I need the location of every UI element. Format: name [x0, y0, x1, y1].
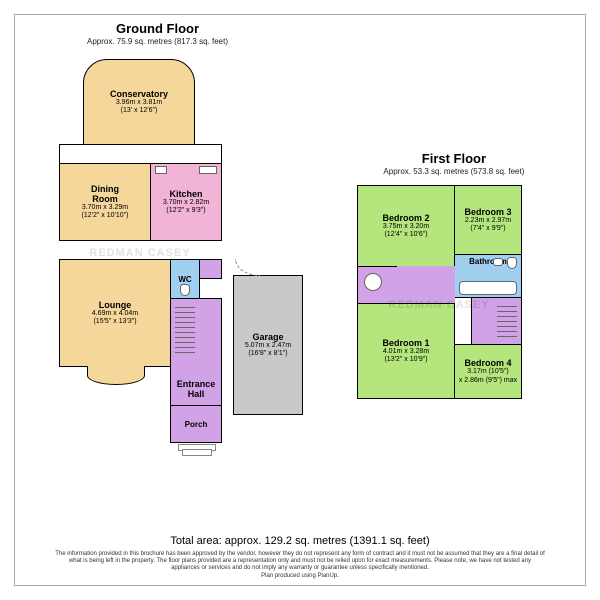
first-stairs-icon	[497, 302, 517, 340]
bed4-dims: 3.17m (10'5")x 2.86m (9'5") max	[459, 368, 517, 384]
lounge-bay-icon	[87, 366, 145, 385]
garage-dims: 5.07m x 2.47m(16'8" x 8'1")	[245, 342, 291, 358]
dining-dims: 3.70m x 3.29m(12'2" x 10'10")	[82, 204, 129, 220]
watermark-ground: REDMAN CASEY	[89, 247, 190, 259]
bathtub-icon	[459, 281, 517, 295]
garage-side-door-arc	[235, 259, 260, 276]
room-garage: Garage 5.07m x 2.47m(16'8" x 8'1")	[233, 275, 303, 415]
room-bedroom-4: Bedroom 4 3.17m (10'5")x 2.86m (9'5") ma…	[454, 344, 522, 399]
room-kitchen: Kitchen 3.70m x 2.82m(12'2" x 9'3")	[150, 163, 222, 241]
kitchen-hob-icon	[155, 166, 167, 174]
bath-sink-icon	[493, 258, 503, 266]
room-conservatory: Conservatory 3.96m x 3.81m(13' x 12'6")	[83, 59, 195, 145]
kitchen-dims: 3.70m x 2.82m(12'2" x 9'3")	[163, 199, 209, 215]
bed2-dims: 3.75m x 3.20m(12'4" x 10'6")	[383, 223, 429, 239]
lounge-name: Lounge	[99, 300, 132, 310]
room-bedroom-2: Bedroom 2 3.75m x 3.20m(12'4" x 10'6")	[357, 185, 455, 267]
landing-wall-1	[357, 266, 397, 304]
total-area: Total area: approx. 129.2 sq. metres (13…	[15, 535, 585, 547]
credit: Plan produced using PlanUp.	[15, 573, 585, 579]
conservatory-name: Conservatory	[110, 89, 168, 99]
plan-area: Conservatory 3.96m x 3.81m(13' x 12'6") …	[15, 15, 585, 467]
bed3-name: Bedroom 3	[464, 207, 511, 217]
kitchen-sink-icon	[199, 166, 217, 174]
conservatory-dims: 3.96m x 3.81m(13' x 12'6")	[116, 99, 162, 115]
wc-toilet-icon	[180, 284, 190, 296]
hall-name: EntranceHall	[177, 379, 216, 399]
bath-toilet-icon	[507, 257, 517, 269]
room-bedroom-3: Bedroom 3 2.23m x 2.97m(7'4" x 9'9")	[454, 185, 522, 255]
porch-step2	[182, 449, 212, 456]
footer: Total area: approx. 129.2 sq. metres (13…	[15, 535, 585, 579]
bed1-name: Bedroom 1	[382, 338, 429, 348]
room-wc: WC	[170, 259, 200, 299]
garage-name: Garage	[252, 332, 283, 342]
disclaimer: The information provided in this brochur…	[15, 551, 585, 572]
room-entrance-hall: EntranceHall	[170, 298, 222, 406]
room-lounge: Lounge 4.69m x 4.04m(15'5" x 13'3")	[59, 259, 171, 367]
room-bathroom: Bathroom	[454, 254, 522, 298]
stairs-icon	[175, 303, 195, 355]
rear-wall	[59, 144, 222, 164]
room-cupboard	[199, 259, 222, 279]
kitchen-name: Kitchen	[169, 189, 202, 199]
bed3-dims: 2.23m x 2.97m(7'4" x 9'9")	[465, 217, 511, 233]
landing-cyl-icon	[364, 273, 382, 291]
bed4-name: Bedroom 4	[464, 358, 511, 368]
room-dining: DiningRoom 3.70m x 3.29m(12'2" x 10'10")	[59, 163, 151, 241]
lounge-dims: 4.69m x 4.04m(15'5" x 13'3")	[92, 310, 138, 326]
dining-name: DiningRoom	[91, 184, 119, 204]
first-stair-well	[471, 297, 522, 345]
wc-name: WC	[178, 275, 191, 284]
room-bedroom-1: Bedroom 1 4.01m x 3.28m(13'2" x 10'9")	[357, 303, 455, 399]
page-border: Ground Floor Approx. 75.9 sq. metres (81…	[14, 14, 586, 586]
bed1-dims: 4.01m x 3.28m(13'2" x 10'9")	[383, 348, 429, 364]
porch-name: Porch	[185, 420, 208, 429]
room-porch: Porch	[170, 405, 222, 443]
bed2-name: Bedroom 2	[382, 213, 429, 223]
